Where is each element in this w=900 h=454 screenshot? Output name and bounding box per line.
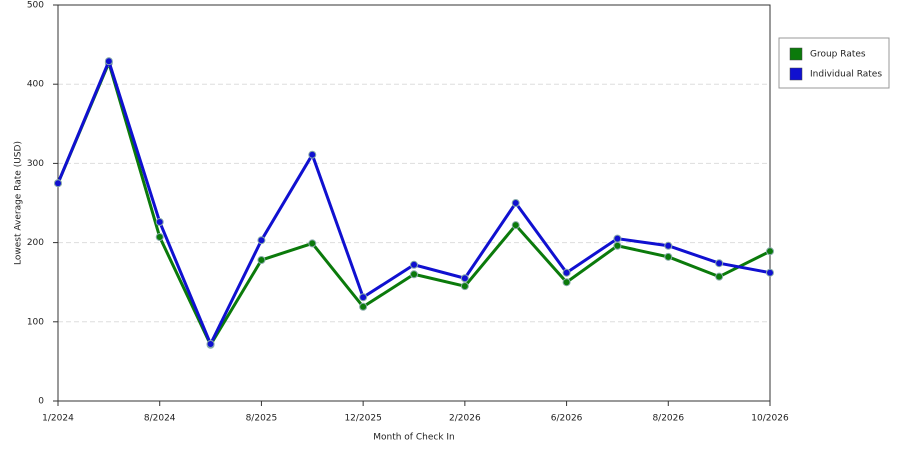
data-point (257, 236, 266, 245)
x-tick-label: 2/2026 (449, 414, 481, 424)
data-point (562, 268, 571, 277)
y-tick-label: 0 (38, 397, 44, 407)
y-tick-label: 200 (27, 238, 44, 248)
y-axis-label: Lowest Average Rate (USD) (14, 141, 24, 265)
data-point (613, 234, 622, 243)
data-point (104, 57, 113, 66)
plot-frame (57, 4, 771, 402)
x-tick-label: 8/2024 (144, 414, 176, 424)
data-point (410, 260, 418, 269)
data-point (613, 241, 622, 250)
data-point (359, 293, 368, 302)
data-point (308, 239, 317, 248)
y-tick-label: 100 (27, 317, 44, 327)
data-point (155, 233, 164, 242)
series-line (56, 56, 771, 348)
x-axis-label: Month of Check In (373, 433, 455, 443)
data-point (766, 268, 774, 277)
data-point (664, 252, 673, 261)
y-tick-label: 400 (27, 80, 44, 90)
x-tick-label: 8/2026 (652, 414, 684, 424)
x-tick-label: 10/2026 (751, 414, 789, 424)
y-tick-label: 300 (27, 159, 44, 169)
data-point (715, 259, 724, 268)
data-point (460, 274, 469, 283)
data-point (308, 150, 317, 159)
series-line (56, 58, 771, 348)
legend-label: Group Rates (810, 50, 866, 60)
x-tick-label: 6/2026 (551, 414, 583, 424)
x-tick-label: 12/2025 (344, 414, 381, 424)
data-point (206, 339, 215, 348)
legend (778, 37, 890, 89)
data-point (664, 241, 673, 250)
data-point (511, 199, 520, 207)
x-tick-label: 8/2025 (246, 414, 278, 424)
data-point (410, 270, 418, 279)
data-point (54, 179, 62, 188)
data-point (511, 221, 520, 230)
data-point (155, 218, 164, 227)
data-point (257, 256, 266, 265)
data-point (562, 278, 571, 287)
data-point (359, 302, 368, 311)
legend-swatch (789, 47, 803, 61)
data-point (460, 282, 469, 291)
x-tick-label: 1/2024 (42, 414, 74, 424)
data-point (715, 272, 724, 281)
legend-swatch (789, 67, 803, 81)
legend-label: Individual Rates (810, 70, 882, 80)
data-point (766, 247, 774, 256)
y-tick-label: 500 (27, 1, 44, 11)
